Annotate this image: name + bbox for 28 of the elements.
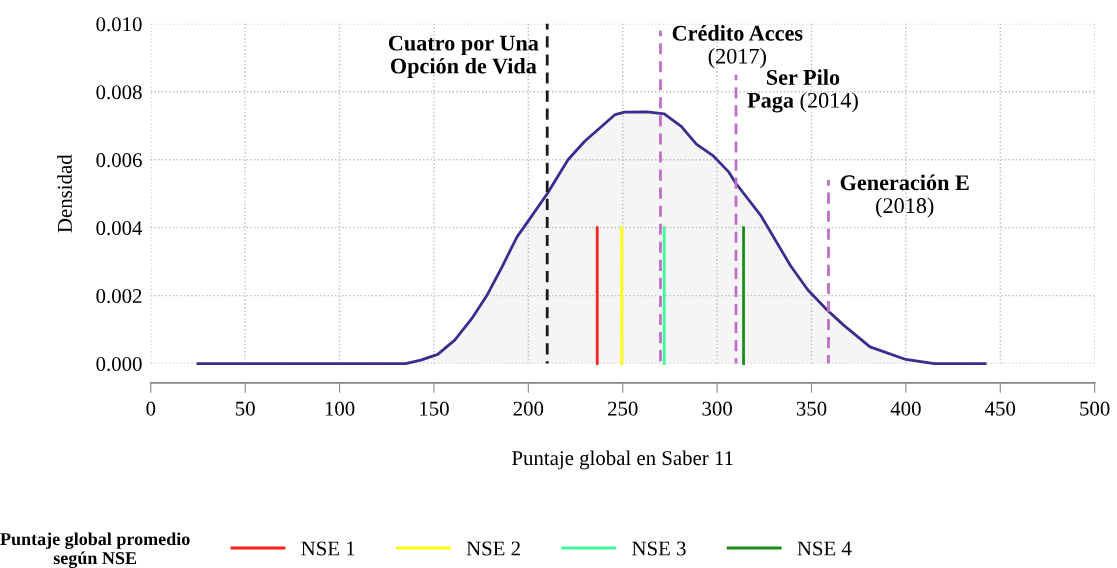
x-tick-label: 150 [420, 401, 449, 416]
legend-label: NSE 1 [301, 541, 355, 556]
x-tick-label: 450 [985, 401, 1016, 416]
annotation: Generación E (2018) [840, 174, 969, 218]
x-tick-label: 0 [146, 401, 156, 416]
y-tick-label: 0.010 [96, 17, 142, 32]
x-tick-label: 500 [1080, 401, 1110, 416]
x-tick-label: 100 [325, 401, 355, 416]
legend-title: Puntaje global promedio según NSE [0, 532, 190, 568]
legend-label: NSE 3 [632, 541, 686, 556]
legend-label: NSE 2 [466, 541, 520, 556]
x-tick-label: 400 [890, 401, 921, 416]
y-tick-label: 0.008 [96, 85, 142, 100]
x-axis-title: Puntaje global en Saber 11 [512, 450, 733, 470]
x-tick-label: 200 [513, 401, 544, 416]
y-tick-label: 0.002 [96, 288, 142, 304]
legend-label: NSE 4 [797, 541, 852, 556]
annotation: Crédito Acces (2017) [672, 25, 803, 69]
y-tick-label: 0.000 [96, 356, 142, 372]
x-tick-label: 350 [796, 401, 827, 416]
y-tick-label: 0.006 [96, 153, 142, 168]
y-axis-title: Densidad [57, 154, 72, 233]
x-tick-label: 250 [608, 401, 638, 416]
annotation: Ser Pilo Paga (2014) [747, 69, 858, 113]
x-tick-label: 50 [235, 401, 255, 416]
x-tick-label: 300 [702, 401, 732, 416]
y-tick-label: 0.004 [96, 221, 143, 236]
annotation: Cuatro por Una Opción de Vida [388, 35, 539, 79]
